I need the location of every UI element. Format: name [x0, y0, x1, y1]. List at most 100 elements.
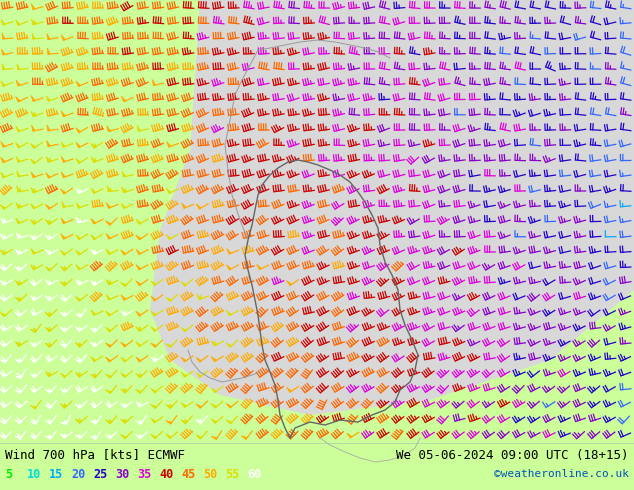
Polygon shape — [30, 219, 36, 224]
Polygon shape — [45, 405, 51, 409]
Text: 15: 15 — [49, 467, 63, 481]
Polygon shape — [15, 404, 21, 408]
Polygon shape — [1, 19, 5, 25]
Polygon shape — [75, 127, 81, 133]
Polygon shape — [151, 434, 157, 439]
Polygon shape — [226, 265, 231, 270]
Text: 5: 5 — [5, 467, 12, 481]
Polygon shape — [2, 33, 5, 39]
Polygon shape — [90, 328, 96, 332]
Polygon shape — [347, 433, 352, 438]
Text: 40: 40 — [159, 467, 173, 481]
Polygon shape — [196, 373, 202, 377]
Polygon shape — [1, 172, 5, 178]
Polygon shape — [60, 189, 66, 194]
Polygon shape — [166, 234, 171, 240]
Polygon shape — [181, 372, 186, 377]
Polygon shape — [60, 327, 66, 332]
Polygon shape — [227, 248, 231, 254]
Polygon shape — [196, 204, 202, 209]
Polygon shape — [16, 186, 20, 192]
Polygon shape — [45, 220, 51, 224]
Polygon shape — [30, 203, 36, 209]
Polygon shape — [61, 142, 65, 147]
Polygon shape — [120, 373, 126, 377]
Polygon shape — [30, 329, 36, 333]
Polygon shape — [105, 374, 112, 378]
Polygon shape — [2, 63, 5, 70]
Polygon shape — [75, 404, 81, 409]
Polygon shape — [90, 421, 96, 424]
Polygon shape — [0, 204, 6, 209]
Polygon shape — [121, 295, 126, 300]
Polygon shape — [1, 218, 5, 223]
Polygon shape — [120, 435, 126, 439]
Polygon shape — [75, 158, 81, 164]
Polygon shape — [15, 312, 21, 317]
Polygon shape — [30, 295, 36, 301]
Bar — [0, 443, 634, 490]
Polygon shape — [165, 297, 172, 301]
Polygon shape — [107, 202, 111, 208]
Polygon shape — [257, 264, 261, 270]
Polygon shape — [15, 420, 21, 424]
Polygon shape — [122, 171, 126, 177]
Polygon shape — [91, 356, 96, 362]
Polygon shape — [106, 249, 111, 254]
Text: 10: 10 — [27, 467, 41, 481]
Polygon shape — [60, 250, 66, 255]
Polygon shape — [226, 343, 232, 347]
Polygon shape — [45, 296, 51, 301]
Polygon shape — [181, 357, 186, 362]
Polygon shape — [105, 403, 111, 408]
Polygon shape — [120, 389, 126, 393]
Polygon shape — [0, 372, 6, 377]
Polygon shape — [211, 419, 217, 423]
Polygon shape — [75, 250, 81, 255]
Polygon shape — [105, 221, 112, 225]
Polygon shape — [75, 235, 81, 240]
Polygon shape — [120, 250, 126, 255]
Polygon shape — [121, 203, 126, 209]
Polygon shape — [31, 111, 36, 117]
Polygon shape — [30, 281, 36, 286]
Polygon shape — [31, 248, 36, 254]
Polygon shape — [46, 96, 50, 101]
Polygon shape — [136, 311, 141, 316]
Polygon shape — [136, 249, 141, 254]
Polygon shape — [0, 326, 6, 331]
Polygon shape — [0, 389, 6, 393]
Polygon shape — [165, 343, 172, 347]
Polygon shape — [136, 421, 142, 424]
Polygon shape — [0, 403, 6, 408]
Polygon shape — [1, 81, 5, 86]
Polygon shape — [30, 359, 36, 363]
Polygon shape — [75, 359, 81, 363]
Polygon shape — [17, 64, 20, 70]
Polygon shape — [211, 356, 216, 362]
Polygon shape — [151, 281, 156, 286]
Polygon shape — [106, 234, 111, 239]
Polygon shape — [165, 420, 172, 424]
Polygon shape — [90, 374, 96, 378]
Polygon shape — [106, 311, 111, 316]
Polygon shape — [61, 234, 65, 239]
Polygon shape — [16, 156, 20, 162]
Polygon shape — [105, 390, 112, 393]
Polygon shape — [150, 343, 157, 347]
Polygon shape — [46, 371, 51, 377]
Polygon shape — [45, 327, 51, 332]
Polygon shape — [91, 157, 96, 162]
Polygon shape — [30, 421, 37, 424]
Text: 45: 45 — [181, 467, 195, 481]
Text: We 05-06-2024 09:00 UTC (18+15): We 05-06-2024 09:00 UTC (18+15) — [396, 448, 629, 462]
Polygon shape — [76, 188, 81, 194]
Polygon shape — [31, 172, 36, 177]
Polygon shape — [136, 235, 141, 240]
Polygon shape — [47, 125, 50, 131]
Polygon shape — [15, 436, 22, 440]
Polygon shape — [181, 203, 186, 208]
Polygon shape — [75, 296, 81, 301]
Polygon shape — [30, 373, 36, 378]
Polygon shape — [61, 218, 65, 223]
